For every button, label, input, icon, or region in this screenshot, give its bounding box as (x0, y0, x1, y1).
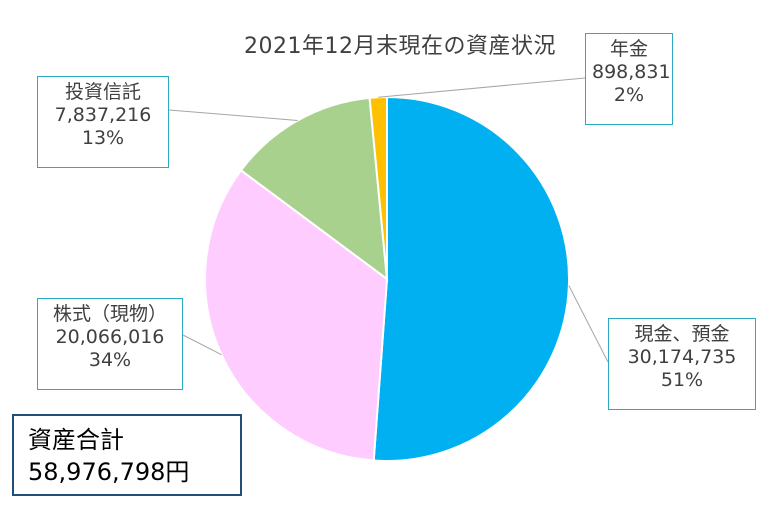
leader-line (568, 285, 609, 363)
total-assets-box: 資産合計 58,976,798円 (12, 414, 242, 496)
slice-value: 898,831 (592, 61, 671, 83)
slice-value: 30,174,735 (627, 346, 737, 368)
total-label: 資産合計 (28, 426, 124, 454)
slice-kabushiki (204, 168, 389, 462)
label-callout-genkin: 現金、預金 30,174,735 51% (608, 318, 756, 410)
slice-label: 投資信託 (64, 81, 141, 103)
slice-percent: 51% (660, 369, 704, 391)
slice-genkin-yokin (372, 95, 570, 462)
leader-line (182, 334, 222, 356)
leader-line (168, 109, 298, 121)
slice-value: 7,837,216 (54, 104, 152, 126)
label-callout-toushin: 投資信託 7,837,216 13% (37, 76, 169, 168)
label-callout-kabushiki: 株式（現物） 20,066,016 34% (37, 298, 183, 390)
slice-percent: 2% (613, 84, 645, 106)
chart-title: 2021年12月末現在の資産状況 (244, 34, 556, 59)
slice-label: 株式（現物） (52, 303, 167, 325)
label-callout-nenkin: 年金 898,831 2% (585, 33, 673, 125)
slice-label: 年金 (609, 38, 648, 60)
slice-percent: 34% (88, 349, 132, 371)
leader-line (378, 77, 586, 98)
total-value: 58,976,798円 (28, 458, 190, 486)
slice-label: 現金、預金 (634, 323, 730, 345)
slice-percent: 13% (81, 127, 125, 149)
slice-value: 20,066,016 (55, 326, 165, 348)
slice-toushin (239, 96, 389, 282)
